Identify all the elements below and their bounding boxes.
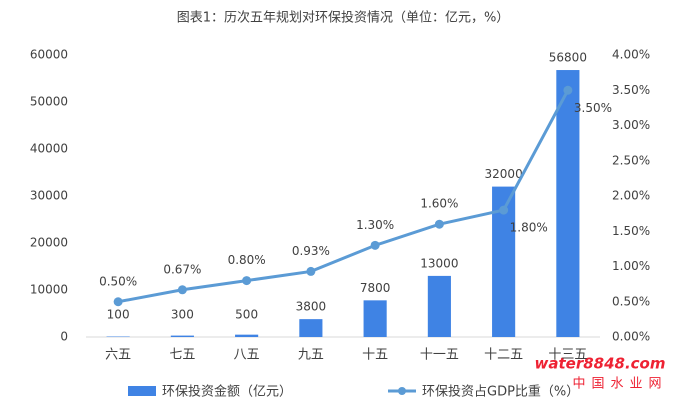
x-tick-label: 十一五 (420, 348, 459, 363)
line-value-label: 3.50% (574, 101, 612, 115)
y2-tick-label: 3.50% (612, 83, 650, 97)
line-point (434, 219, 444, 229)
y-tick-label: 10000 (30, 283, 68, 297)
bar (363, 300, 387, 337)
bar-value-label: 56800 (549, 51, 587, 65)
line-point (306, 266, 316, 276)
line-point (499, 205, 509, 215)
bar-value-label: 13000 (420, 256, 458, 270)
y2-tick-label: 3.00% (612, 118, 650, 132)
legend-swatch (398, 387, 406, 395)
bar (492, 186, 516, 337)
line-value-label: 0.93% (292, 244, 330, 258)
line-point (113, 297, 123, 307)
x-tick-label: 十五 (362, 348, 388, 363)
line-point (177, 285, 187, 295)
bar-value-label: 3800 (296, 300, 327, 314)
line-value-label: 1.30% (356, 218, 394, 232)
x-tick-label: 九五 (298, 348, 324, 363)
line (117, 89, 570, 304)
watermark-sub: 中国水业网 (572, 377, 667, 392)
x-tick-label: 八五 (234, 348, 260, 363)
line-value-label: 1.60% (420, 197, 458, 211)
y2-tick-label: 0.00% (612, 330, 650, 344)
x-tick-label: 十二五 (484, 348, 523, 363)
y-tick-label: 40000 (30, 142, 68, 156)
y2-tick-label: 2.50% (612, 153, 650, 167)
chart-title: 图表1：历次五年规划对环保投资情况（单位：亿元，%） (177, 10, 510, 26)
y2-tick-label: 4.00% (612, 48, 650, 62)
bar (427, 275, 451, 337)
bar-value-label: 32000 (485, 167, 523, 181)
y-tick-label: 20000 (30, 236, 68, 250)
x-tick-label: 七五 (169, 348, 195, 363)
y-tick-label: 30000 (30, 189, 68, 203)
bar-value-label: 100 (107, 308, 130, 322)
y2-tick-label: 1.50% (612, 224, 650, 238)
bar-value-label: 500 (235, 308, 258, 322)
bar-value-label: 7800 (360, 281, 391, 295)
legend-label: 环保投资金额（亿元） (162, 384, 292, 400)
line-point (563, 85, 573, 95)
line-point (370, 240, 380, 250)
y2-tick-label: 0.50% (612, 294, 650, 308)
bar-value-label: 300 (171, 308, 194, 322)
y-tick-label: 60000 (30, 48, 68, 62)
x-tick-label: 十三五 (548, 348, 587, 363)
y-tick-label: 0 (60, 330, 68, 344)
line-value-label: 0.67% (163, 262, 201, 276)
line-value-label: 0.80% (228, 253, 266, 267)
line-value-label: 1.80% (510, 221, 548, 235)
line-point (242, 276, 252, 286)
bar (556, 70, 580, 337)
line-value-label: 0.50% (99, 274, 137, 288)
y-tick-label: 50000 (30, 95, 68, 109)
bar (299, 319, 323, 337)
bar (235, 334, 259, 337)
legend-label: 环保投资占GDP比重（%） (422, 384, 579, 400)
legend-swatch (128, 386, 156, 396)
watermark: water8848.com (535, 355, 666, 373)
y2-tick-label: 1.00% (612, 259, 650, 273)
bar (170, 335, 194, 337)
y2-tick-label: 2.00% (612, 189, 650, 203)
x-tick-label: 六五 (105, 348, 131, 363)
